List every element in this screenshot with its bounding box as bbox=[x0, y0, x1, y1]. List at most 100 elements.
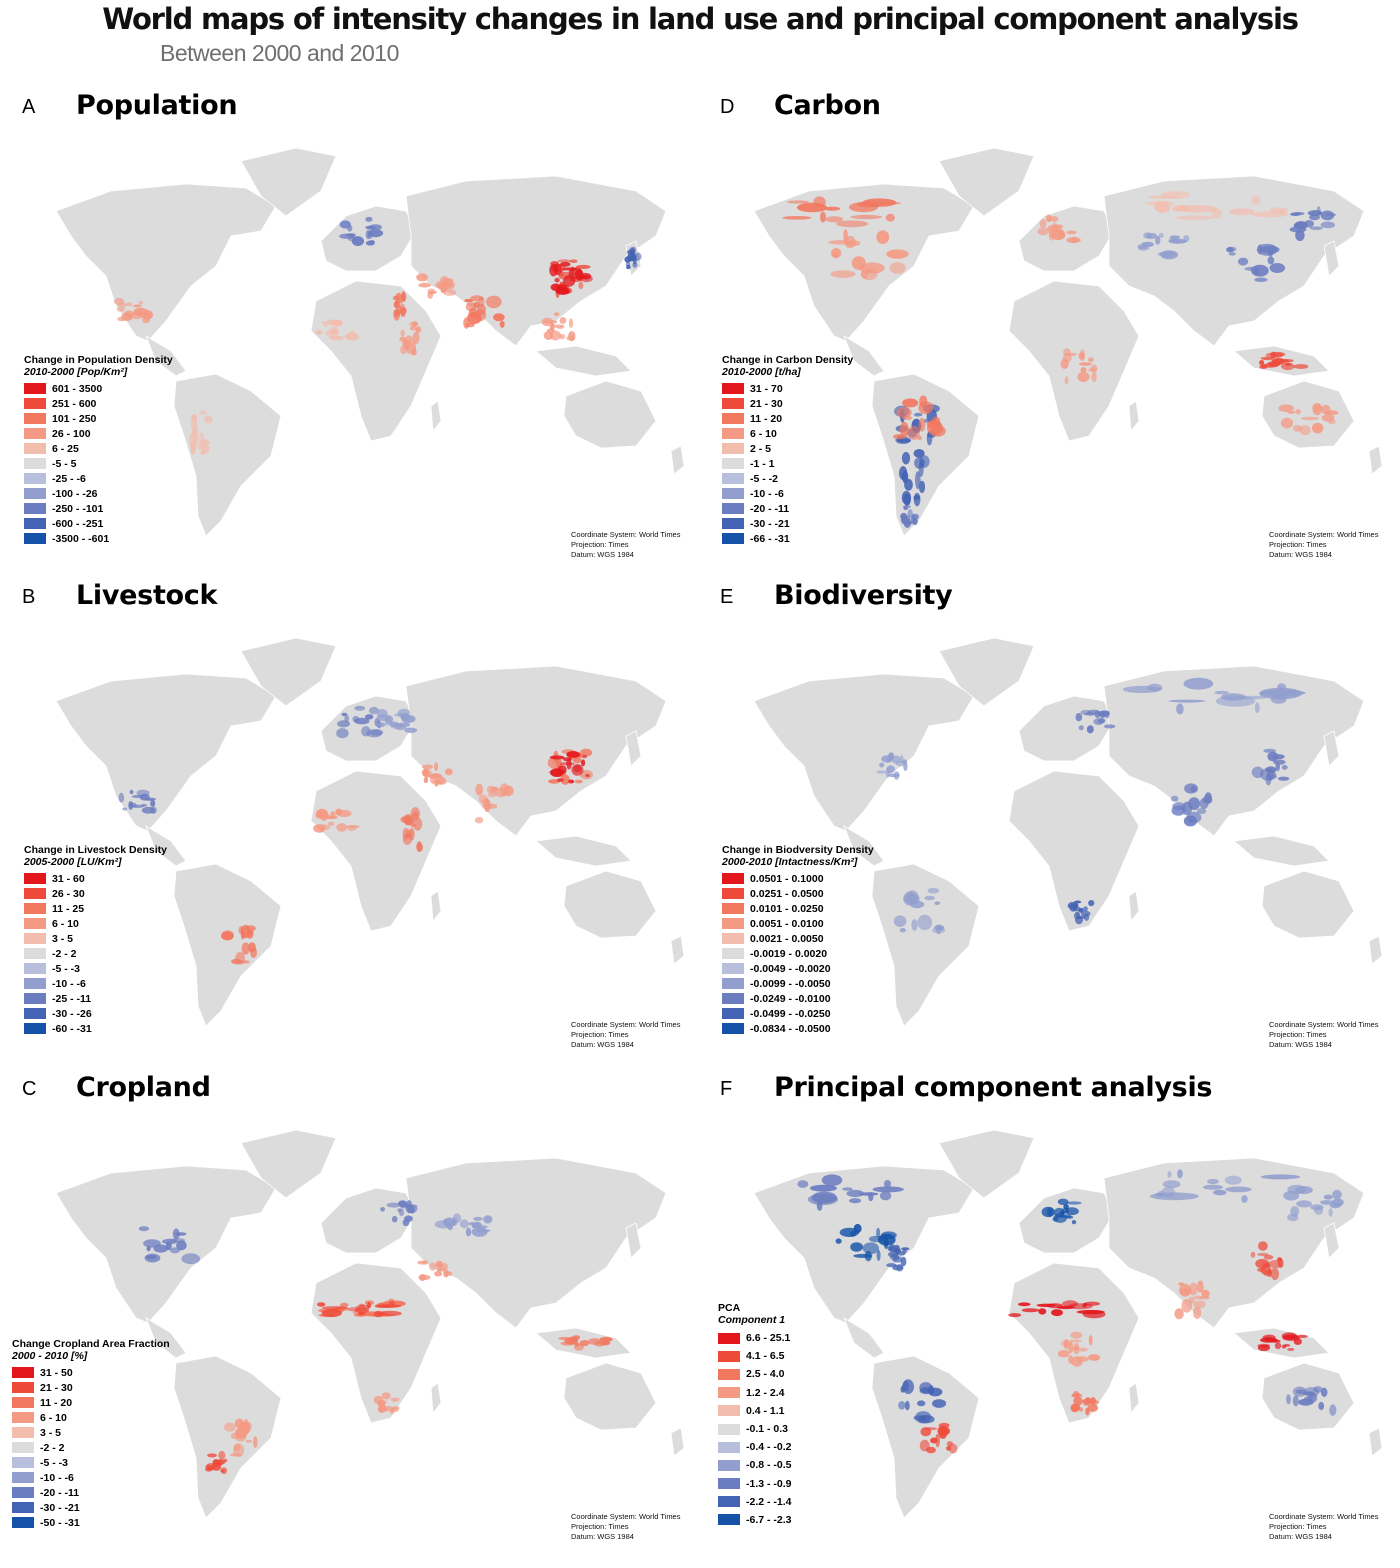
hotspot-n-america bbox=[828, 229, 909, 280]
hotspot-se-asia bbox=[541, 312, 576, 342]
hotspot-s-america-s bbox=[899, 449, 930, 507]
hotspot-e-china bbox=[1250, 1241, 1284, 1281]
legend-row: -0.0019 - 0.0020 bbox=[722, 946, 874, 961]
legend-label: -0.0019 - 0.0020 bbox=[750, 947, 828, 960]
legend-title: Change in Biodversity Density bbox=[722, 844, 874, 856]
australia-shape bbox=[563, 380, 657, 449]
legend-swatch bbox=[24, 383, 46, 394]
legend-title: PCA bbox=[718, 1302, 741, 1314]
legend-label: -0.4 - -0.2 bbox=[746, 1441, 792, 1454]
hotspot-canada bbox=[797, 1174, 904, 1211]
hotspot-brazil-se bbox=[919, 1422, 958, 1454]
legend-subtitle: 2000-2010 [Intactness/Km²] bbox=[722, 856, 858, 868]
legend-subtitle: 2000 - 2010 [%] bbox=[12, 1350, 88, 1362]
legend-label: -0.1 - 0.3 bbox=[746, 1423, 789, 1436]
hotspot-middle-east bbox=[416, 273, 457, 299]
hotspot-nile bbox=[392, 291, 407, 321]
legend-row: -2 - 2 bbox=[12, 1440, 170, 1455]
hotspot-india bbox=[1174, 1280, 1210, 1320]
africa-shape bbox=[1008, 770, 1140, 932]
legend-row: 3 - 5 bbox=[12, 1425, 170, 1440]
legend-label: -5 - -3 bbox=[52, 962, 81, 975]
legend-row: -2.2 - -1.4 bbox=[718, 1493, 792, 1511]
legend-label: -66 - -31 bbox=[750, 532, 790, 545]
legend-label: 3 - 5 bbox=[40, 1426, 62, 1439]
legend-swatch bbox=[24, 963, 46, 974]
legend-swatch bbox=[722, 948, 744, 959]
legend-swatch bbox=[722, 413, 744, 424]
hotspot-australia bbox=[1286, 1386, 1337, 1416]
coordinate-line: Datum: WGS 1984 bbox=[1269, 550, 1332, 559]
legend-swatch bbox=[24, 503, 46, 514]
legend-label: -5 - -2 bbox=[750, 472, 779, 485]
greenland-shape bbox=[938, 637, 1035, 707]
figure-title: World maps of intensity changes in land … bbox=[102, 2, 1299, 36]
legend-row: -5 - 5 bbox=[24, 456, 173, 471]
legend-swatch bbox=[722, 503, 744, 514]
hotspot-s-asia bbox=[463, 295, 505, 329]
legend-title: Change in Carbon Density bbox=[722, 354, 854, 366]
legend-label: -1.3 - -0.9 bbox=[746, 1477, 792, 1490]
legend-swatch bbox=[722, 963, 744, 974]
legend-label: 251 - 600 bbox=[52, 397, 97, 410]
legend-label: -6.7 - -2.3 bbox=[746, 1513, 792, 1526]
new-zealand-shape bbox=[670, 1427, 685, 1457]
asia-shape bbox=[405, 665, 667, 837]
legend-swatch bbox=[24, 903, 46, 914]
hotspot-indonesia bbox=[1257, 1332, 1308, 1351]
legend-label: 11 - 20 bbox=[40, 1396, 73, 1409]
legend-row: 0.0251 - 0.0500 bbox=[722, 886, 874, 901]
legend-swatch bbox=[718, 1441, 740, 1453]
coordinate-line: Coordinate System: World Times bbox=[571, 1512, 681, 1521]
madagascar-shape bbox=[1128, 1382, 1140, 1415]
legend-row: -2 - 2 bbox=[24, 946, 167, 961]
legend-row: 6 - 10 bbox=[24, 916, 167, 931]
legend-label: 11 - 25 bbox=[52, 902, 85, 915]
legend-label: -30 - -21 bbox=[40, 1501, 80, 1514]
coordinate-line: Projection: Times bbox=[571, 1522, 629, 1531]
legend-row: 11 - 20 bbox=[12, 1395, 170, 1410]
map-legend: Change Cropland Area Fraction 2000 - 2010… bbox=[12, 1338, 170, 1530]
hotspot-sahel bbox=[317, 1301, 402, 1318]
coordinate-line: Datum: WGS 1984 bbox=[571, 1040, 634, 1049]
legend-row: -5 - -2 bbox=[722, 471, 853, 486]
legend-swatch bbox=[718, 1478, 740, 1490]
hotspot-s-africa bbox=[1067, 900, 1095, 925]
legend-row: 21 - 30 bbox=[12, 1380, 170, 1395]
legend-row: 31 - 70 bbox=[722, 381, 853, 396]
legend-label: -30 - -21 bbox=[750, 517, 790, 530]
japan-shape bbox=[625, 1222, 642, 1259]
hotspot-e-china bbox=[1251, 748, 1290, 786]
hotspot-europe bbox=[1041, 1198, 1082, 1225]
legend-row: -1 - 1 bbox=[722, 456, 853, 471]
panel-letter: C bbox=[22, 1078, 37, 1100]
legend-row: -20 - -11 bbox=[722, 501, 853, 516]
asia-shape bbox=[1103, 665, 1365, 837]
panel-title: Principal component analysis bbox=[774, 1072, 1213, 1103]
asia-shape bbox=[405, 1157, 667, 1329]
coordinate-line: Datum: WGS 1984 bbox=[571, 550, 634, 559]
new-zealand-shape bbox=[670, 445, 685, 475]
legend-label: 6 - 10 bbox=[750, 427, 777, 440]
indonesia-shape bbox=[1233, 1327, 1330, 1359]
legend-label: 26 - 30 bbox=[52, 887, 85, 900]
north-america-shape bbox=[55, 183, 277, 342]
legend-row: 6 - 10 bbox=[12, 1410, 170, 1425]
legend-swatch bbox=[24, 413, 46, 424]
legend-row: 2.5 - 4.0 bbox=[718, 1365, 792, 1383]
legend-label: -0.8 - -0.5 bbox=[746, 1459, 792, 1472]
legend-label: -2.2 - -1.4 bbox=[746, 1495, 792, 1508]
legend-label: 6 - 10 bbox=[40, 1411, 67, 1424]
hotspot-s-africa bbox=[373, 1392, 400, 1415]
new-zealand-shape bbox=[670, 935, 685, 965]
australia-shape bbox=[563, 870, 657, 939]
legend-label: 31 - 50 bbox=[40, 1366, 73, 1379]
legend-swatch bbox=[24, 933, 46, 944]
legend-label: 1.2 - 2.4 bbox=[746, 1386, 785, 1399]
japan-shape bbox=[1323, 730, 1340, 767]
hotspot-e-china bbox=[549, 261, 593, 295]
hotspot-mexico bbox=[113, 297, 153, 324]
legend-row: 11 - 25 bbox=[24, 901, 167, 916]
legend-label: -5 - 5 bbox=[52, 457, 77, 470]
legend-swatch bbox=[718, 1514, 740, 1526]
